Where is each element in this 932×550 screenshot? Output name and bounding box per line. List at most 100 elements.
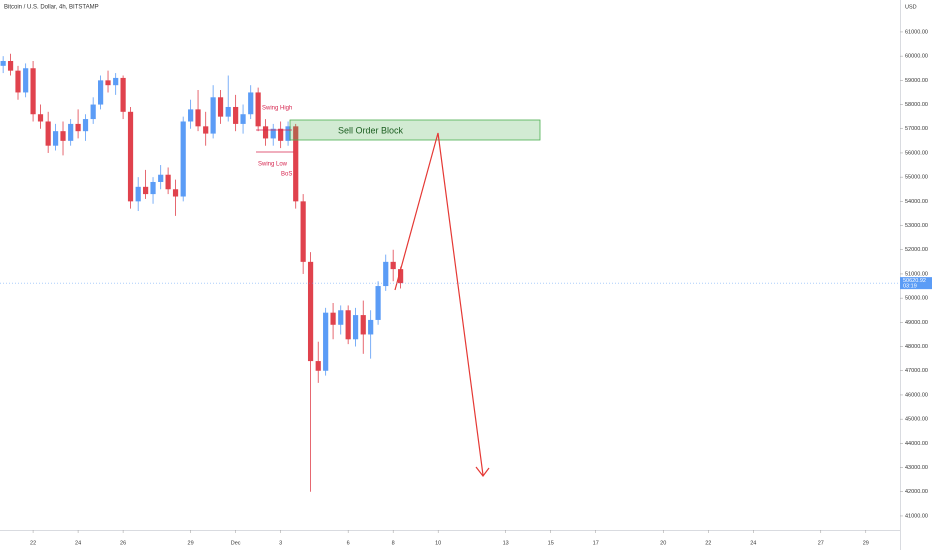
swing-high-label: Swing High — [262, 106, 292, 112]
candle-body — [255, 92, 261, 127]
candle-body — [158, 174, 164, 182]
y-tick-label: 52000.00 — [905, 247, 928, 253]
candle-body — [293, 126, 299, 202]
candle-body — [113, 77, 119, 86]
y-tick-label: 45000.00 — [905, 417, 928, 423]
x-tick-label: 3 — [279, 540, 282, 546]
candle-body — [315, 361, 321, 371]
y-tick-label: 57000.00 — [905, 126, 928, 132]
y-tick-label: 49000.00 — [905, 320, 928, 326]
projection-arrow — [394, 132, 484, 476]
y-tick-label: 53000.00 — [905, 223, 928, 229]
arrow-head — [475, 466, 490, 477]
x-tick-label: 29 — [188, 540, 194, 546]
candle-body — [172, 189, 179, 197]
candle-body — [300, 201, 306, 262]
x-tick-label: 20 — [660, 540, 666, 546]
x-tick-label: 17 — [593, 540, 599, 546]
candle-body — [60, 131, 66, 141]
x-tick-label: Dec — [231, 540, 241, 546]
candles — [0, 53, 404, 492]
candle-body — [45, 121, 51, 146]
candle-body — [323, 312, 329, 371]
candle-body — [143, 186, 149, 195]
candle-body — [188, 109, 194, 122]
candle-body — [52, 131, 59, 146]
last-price-label: 50620.92 — [903, 278, 926, 284]
candle-body — [105, 80, 111, 86]
x-tick-label: 10 — [435, 540, 441, 546]
candle-body — [127, 111, 134, 202]
candle-body — [398, 269, 404, 284]
chart-title: Bitcoin / U.S. Dollar, 4h, BITSTAMP — [4, 5, 99, 11]
candle-body — [368, 319, 374, 335]
candle-body — [352, 315, 359, 340]
y-tick-label: 48000.00 — [905, 344, 928, 350]
candle-body — [390, 261, 396, 270]
x-tick-label: 27 — [818, 540, 824, 546]
swing-low-label: Swing Low — [258, 162, 288, 168]
candle-body — [120, 77, 126, 112]
x-tick-label: 24 — [750, 540, 756, 546]
y-tick-label: 54000.00 — [905, 199, 928, 205]
candle-body — [37, 114, 44, 122]
candle-body — [383, 261, 389, 287]
candle-body — [203, 126, 209, 134]
candle-body — [225, 106, 231, 117]
candle-body — [262, 126, 269, 139]
candle-body — [330, 312, 336, 325]
candle-body — [240, 114, 246, 124]
x-tick-label: 8 — [392, 540, 395, 546]
candle-body — [248, 92, 254, 115]
candle-body — [150, 181, 156, 195]
x-tick-label: 29 — [863, 540, 869, 546]
x-tick-label: 24 — [75, 540, 81, 546]
y-tick-label: 46000.00 — [905, 392, 928, 398]
x-tick-label: 13 — [503, 540, 509, 546]
y-tick-label: 58000.00 — [905, 102, 928, 108]
candle-body — [210, 97, 216, 134]
candle-body — [195, 109, 201, 127]
y-tick-label: 55000.00 — [905, 175, 928, 181]
y-tick-label: 43000.00 — [905, 465, 928, 471]
candle-body — [345, 310, 351, 340]
candle-body — [0, 60, 6, 66]
y-tick-label: 60000.00 — [905, 54, 928, 60]
candle-body — [30, 68, 36, 115]
candle-body — [375, 286, 381, 320]
order-block-zone — [289, 119, 541, 141]
x-tick-label: 6 — [347, 540, 350, 546]
y-tick-label: 51000.00 — [905, 271, 928, 277]
order-block-label: Sell Order Block — [338, 125, 404, 135]
bos-label: BoS — [281, 172, 292, 178]
y-tick-label: 59000.00 — [905, 78, 928, 84]
currency-label: USD — [905, 4, 917, 10]
candle-body — [307, 261, 314, 362]
candle-body — [285, 126, 291, 141]
candle-body — [270, 128, 276, 139]
y-tick-label: 41000.00 — [905, 513, 928, 519]
x-tick-label: 22 — [30, 540, 36, 546]
countdown-label: 03:19 — [903, 284, 917, 290]
candle-body — [68, 123, 74, 141]
candle-body — [135, 186, 141, 202]
x-tick-label: 22 — [705, 540, 711, 546]
candle-body — [15, 70, 21, 93]
candle-body — [23, 68, 29, 93]
y-tick-label: 50000.00 — [905, 296, 928, 302]
x-tick-label: 15 — [548, 540, 554, 546]
y-tick-label: 61000.00 — [905, 29, 928, 35]
candle-body — [82, 119, 89, 132]
y-tick-label: 56000.00 — [905, 150, 928, 156]
y-tick-label: 42000.00 — [905, 489, 928, 495]
x-tick-label: 26 — [120, 540, 126, 546]
candle-body — [75, 123, 81, 132]
candle-body — [98, 80, 104, 105]
candle-body — [278, 128, 284, 141]
candle-body — [233, 106, 239, 124]
y-tick-label: 44000.00 — [905, 441, 928, 447]
candle-body — [165, 174, 171, 190]
last-price-tag — [900, 277, 932, 290]
